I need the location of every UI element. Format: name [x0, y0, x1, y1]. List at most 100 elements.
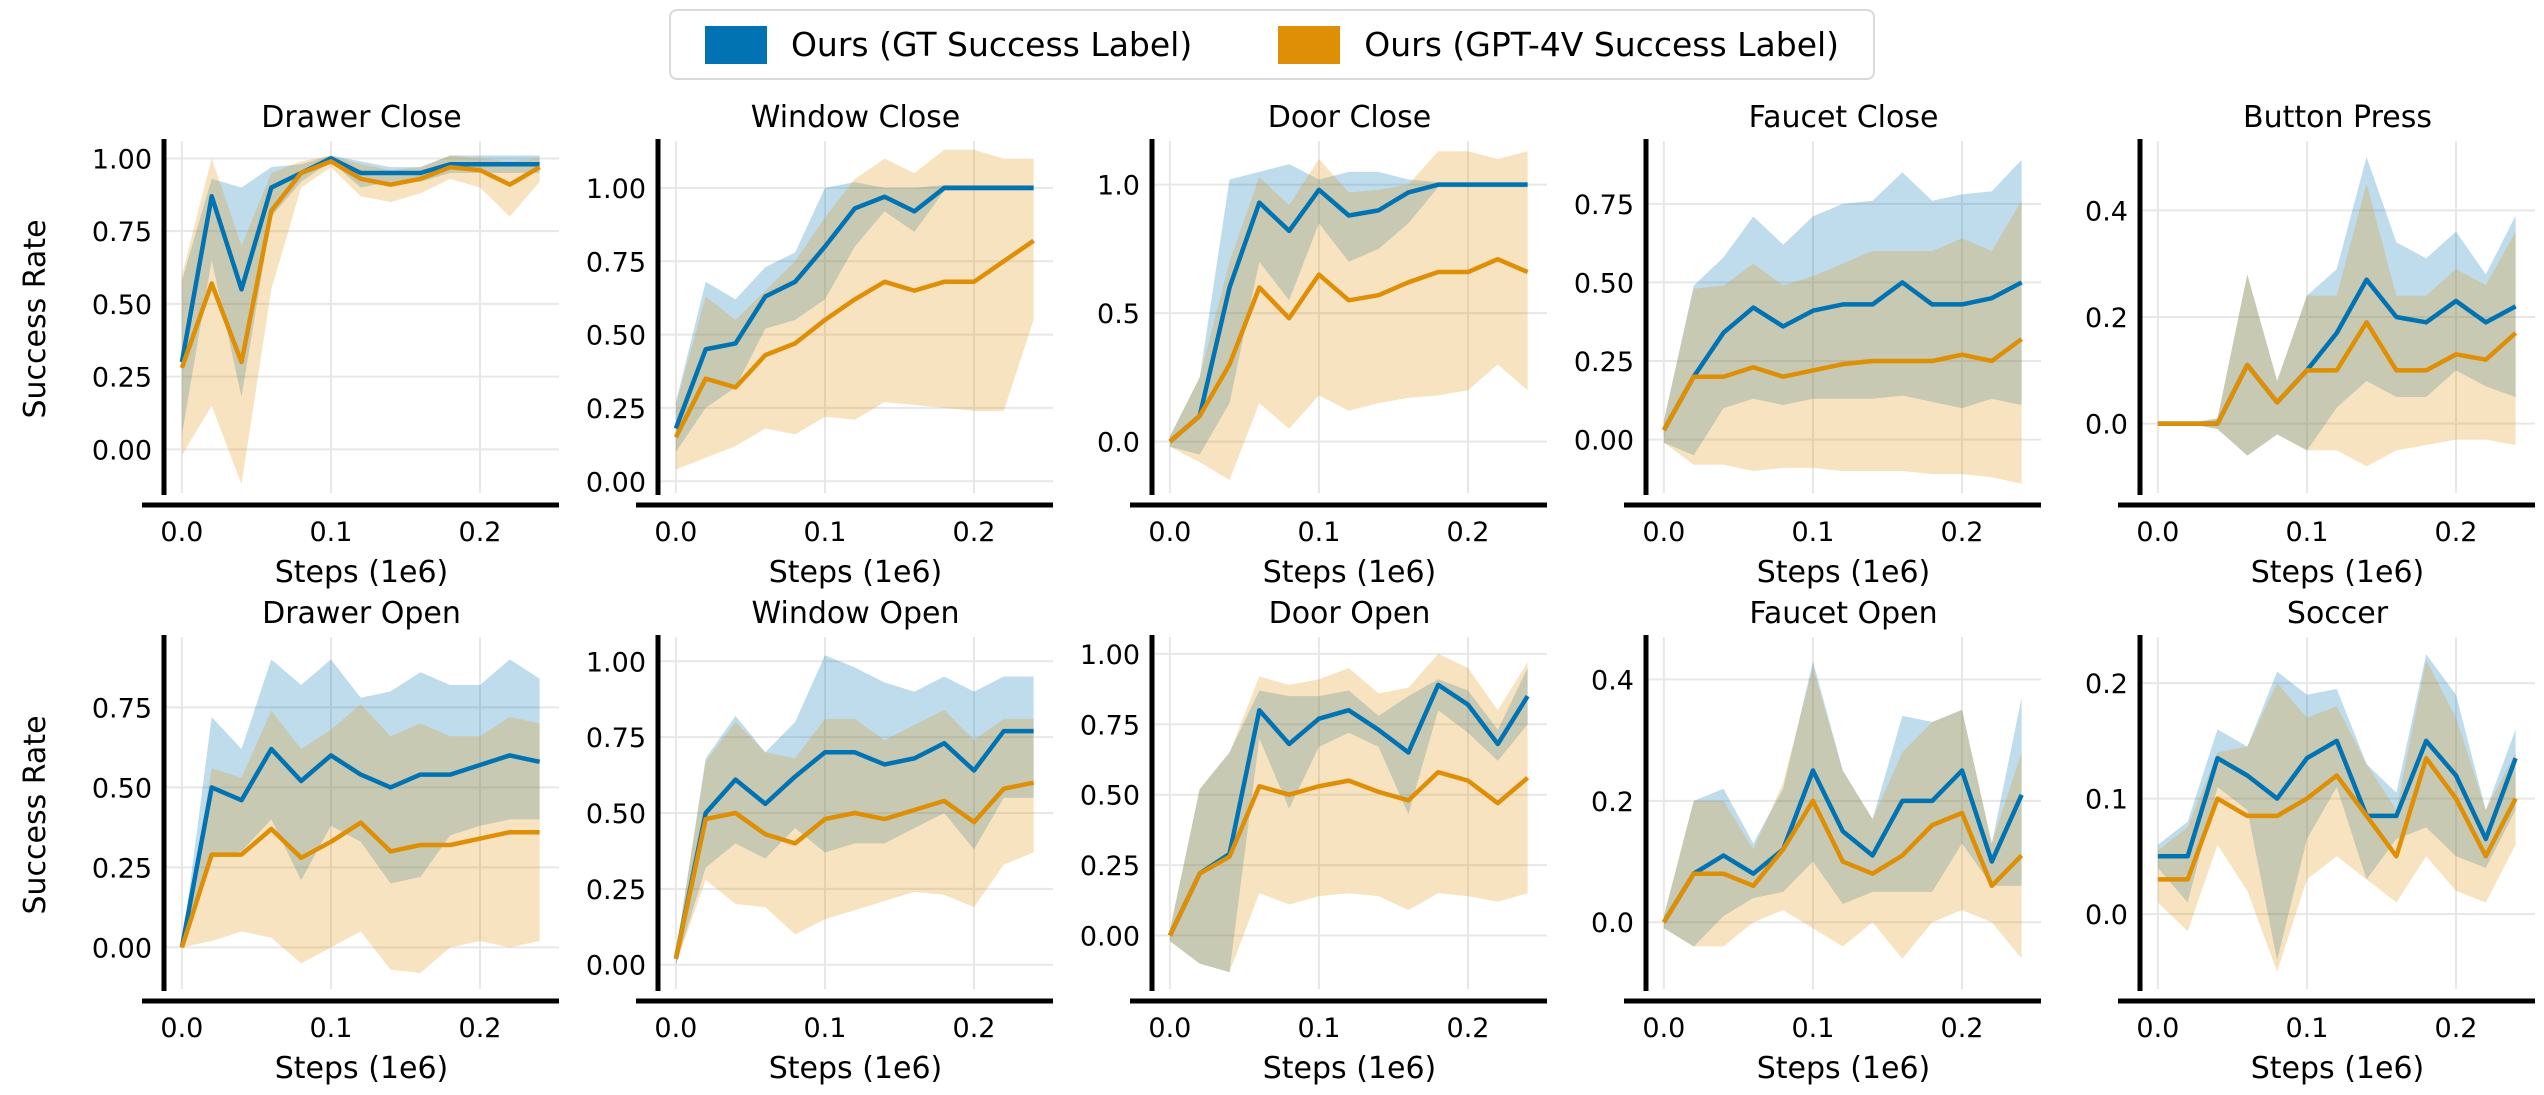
- gpt4v-confidence-band: [675, 149, 1034, 470]
- x-axis-label: Steps (1e6): [274, 555, 449, 590]
- subplot-title: Window Open: [751, 596, 960, 631]
- y-tick-label: 0.25: [92, 363, 152, 394]
- gpt4v-confidence-band: [1663, 200, 2022, 484]
- gpt4v-line: [1168, 256, 1529, 444]
- y-tick-label: 0.50: [1574, 268, 1634, 299]
- y-tick-label: 0.75: [586, 723, 646, 754]
- subplot-soccer: Soccer 0.0 0.1 0.2 0.0 0.1 0.2 Steps (1e6): [2048, 595, 2542, 1091]
- y-tick-label: 1.00: [586, 174, 646, 205]
- x-tick-label: 0.1: [1297, 517, 1340, 548]
- gpt4v-line: [1661, 337, 2023, 432]
- legend-label-gpt4v: Ours (GPT-4V Success Label): [1364, 25, 1840, 64]
- gpt4v-confidence-band: [181, 704, 540, 973]
- x-tick-label: 0.0: [654, 517, 697, 548]
- subplot-row-1: Success Rate Drawer Close 0.00 0.25 0.50 0.…: [0, 99, 2544, 595]
- legend-item-gt: Ours (GT Success Label): [704, 25, 1193, 64]
- gpt4v-line: [2157, 755, 2518, 882]
- gt-confidence-band: [1169, 667, 1528, 973]
- y-tick-label: 0.5: [1097, 299, 1140, 330]
- x-axis-label: Steps (1e6): [768, 1051, 943, 1086]
- gpt4v-confidence-band: [181, 155, 540, 485]
- x-tick-label: 0.1: [1791, 1013, 1834, 1044]
- subplot-button-press: Button Press 0.0 0.2 0.4 0.0 0.1 0.2 Steps (1…: [2048, 99, 2542, 595]
- y-tick-label: 0.75: [1080, 710, 1140, 741]
- y-tick-label: 0.4: [2085, 196, 2128, 227]
- y-tick-label: 0.00: [92, 933, 152, 964]
- subplot-faucet-close: Faucet Close 0.00 0.25 0.50 0.75 0.0 0.1 0.2 S…: [1554, 99, 2048, 595]
- gpt4v-confidence-band: [1169, 653, 1528, 973]
- faucet-open-plot: 0.0 0.2 0.4 0.0 0.1 0.2: [1591, 635, 2041, 1044]
- y-tick-label: 0.00: [586, 951, 646, 982]
- drawer-open-plot: 0.00 0.25 0.50 0.75 0.0 0.1 0.2: [92, 635, 559, 1044]
- x-tick-label: 0.2: [1941, 517, 1984, 548]
- gt-line: [2157, 738, 2518, 859]
- x-tick-label: 0.0: [1148, 1013, 1191, 1044]
- y-tick-label: 0.2: [2085, 303, 2128, 334]
- gt-line: [673, 728, 1034, 960]
- y-tick-label: 0.2: [2085, 669, 2128, 700]
- subplot-drawer-close: Drawer Close 0.00 0.25 0.50 0.75 1.00 0.0 0.1 0…: [72, 99, 566, 595]
- y-tick-label: 0.00: [1574, 426, 1634, 457]
- y-tick-label: 0.50: [586, 799, 646, 830]
- y-tick-label: 0.25: [1080, 851, 1140, 882]
- y-tick-label: 0.4: [1591, 665, 1634, 696]
- x-tick-label: 0.1: [1791, 517, 1834, 548]
- x-axis-label: Steps (1e6): [2250, 1051, 2425, 1086]
- x-tick-label: 0.1: [803, 517, 846, 548]
- x-axis-label: Steps (1e6): [1262, 1051, 1437, 1086]
- subplot-window-close: Window Close 0.00 0.25 0.50 0.75 1.00 0.0 0.1 0…: [566, 99, 1060, 595]
- subplot-title: Soccer: [2286, 596, 2389, 631]
- gpt4v-confidence-band: [2157, 183, 2516, 467]
- x-tick-label: 0.0: [160, 517, 203, 548]
- x-tick-label: 0.0: [1642, 517, 1685, 548]
- subplot-title: Door Open: [1268, 596, 1431, 631]
- window-open-plot: 0.00 0.25 0.50 0.75 1.00 0.0 0.1 0.2: [586, 635, 1053, 1044]
- gpt4v-confidence-band: [2157, 660, 2516, 972]
- subplot-drawer-open: Drawer Open 0.00 0.25 0.50 0.75 0.0 0.1 0.2 St…: [72, 595, 566, 1091]
- y-tick-label: 1.0: [1097, 171, 1140, 202]
- y-tick-label: 0.1: [2085, 785, 2128, 816]
- y-tick-label: 0.75: [586, 247, 646, 278]
- subplot-door-close: Door Close 0.0 0.5 1.0 0.0 0.1 0.2 Steps (1e6…: [1060, 99, 1554, 595]
- subplot-title: Faucet Close: [1748, 100, 1939, 135]
- y-tick-label: 0.00: [1080, 921, 1140, 952]
- x-tick-label: 0.2: [1447, 517, 1490, 548]
- y-tick-label: 0.0: [1097, 428, 1140, 459]
- legend-label-gt: Ours (GT Success Label): [790, 25, 1193, 64]
- y-axis-label: Success Rate: [18, 219, 53, 419]
- x-tick-label: 0.0: [654, 1013, 697, 1044]
- gt-confidence-band: [2157, 654, 2516, 961]
- y-tick-label: 0.50: [586, 321, 646, 352]
- y-tick-label: 0.75: [92, 693, 152, 724]
- gt-confidence-band: [1663, 159, 2022, 456]
- x-tick-label: 0.0: [160, 1013, 203, 1044]
- subplot-title: Button Press: [2243, 100, 2432, 135]
- y-tick-label: 0.25: [1574, 347, 1634, 378]
- gpt4v-line: [1167, 769, 1530, 937]
- gpt4v-line: [179, 159, 541, 369]
- gpt4v-confidence-band: [675, 709, 1034, 965]
- subplot-title: Drawer Close: [261, 100, 462, 135]
- y-tick-label: 0.50: [1080, 781, 1140, 812]
- legend-swatch-gpt4v: [1278, 25, 1341, 64]
- x-tick-label: 0.2: [459, 517, 502, 548]
- x-axis-label: Steps (1e6): [1756, 1051, 1931, 1086]
- subplot-row-2: Success Rate Drawer Open 0.00 0.25 0.50 0.7…: [0, 595, 2544, 1091]
- x-axis-label: Steps (1e6): [274, 1051, 449, 1086]
- x-axis-label: Steps (1e6): [768, 555, 943, 590]
- gpt4v-confidence-band: [1169, 151, 1528, 481]
- soccer-plot: 0.0 0.1 0.2 0.0 0.1 0.2: [2085, 635, 2535, 1044]
- x-tick-label: 0.1: [309, 1013, 352, 1044]
- faucet-close-plot: 0.00 0.25 0.50 0.75 0.0 0.1 0.2: [1574, 139, 2041, 548]
- gt-line: [179, 156, 540, 363]
- gpt4v-line: [673, 780, 1035, 960]
- door-close-plot: 0.0 0.5 1.0 0.0 0.1 0.2: [1097, 139, 1547, 548]
- gt-confidence-band: [2157, 157, 2516, 456]
- gpt4v-confidence-band: [1663, 667, 2022, 959]
- legend-swatch-gt: [704, 25, 767, 64]
- legend-area: Ours (GT Success Label) Ours (GPT-4V Suc…: [0, 0, 2544, 99]
- subplot-window-open: Window Open 0.00 0.25 0.50 0.75 1.00 0.0 0.1 0.…: [566, 595, 1060, 1091]
- x-tick-label: 0.1: [2285, 1013, 2328, 1044]
- gt-line: [1661, 768, 2024, 924]
- gt-confidence-band: [675, 182, 1034, 452]
